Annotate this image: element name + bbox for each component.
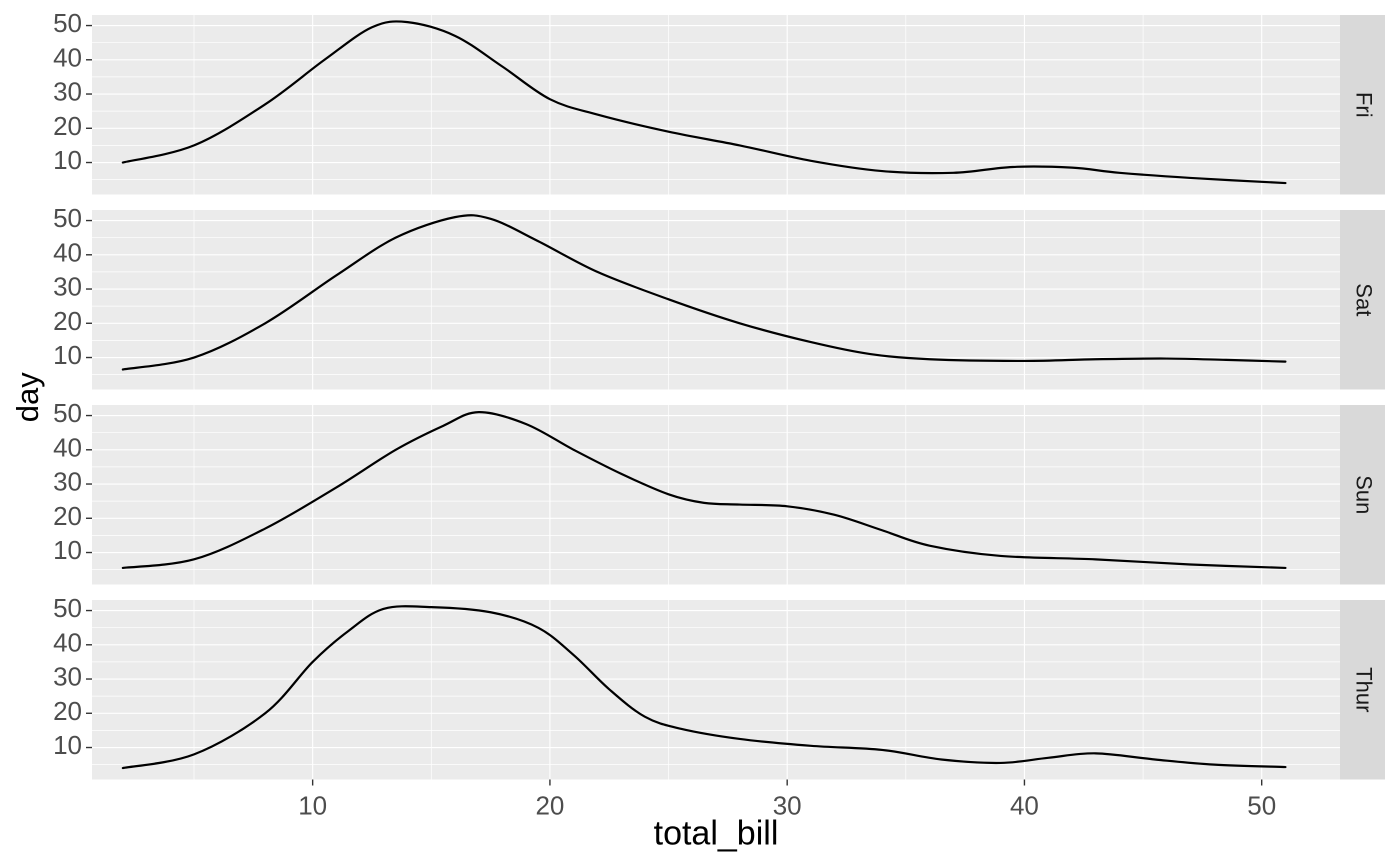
- svg-text:20: 20: [53, 111, 82, 141]
- svg-text:20: 20: [53, 306, 82, 336]
- svg-text:50: 50: [53, 8, 82, 38]
- svg-text:40: 40: [53, 237, 82, 267]
- svg-text:Thur: Thur: [1352, 667, 1377, 712]
- svg-text:Fri: Fri: [1352, 92, 1377, 118]
- svg-text:50: 50: [53, 398, 82, 428]
- svg-text:50: 50: [53, 593, 82, 623]
- svg-text:40: 40: [53, 432, 82, 462]
- svg-text:Sun: Sun: [1352, 475, 1377, 514]
- svg-text:30: 30: [53, 77, 82, 107]
- svg-text:30: 30: [53, 272, 82, 302]
- svg-text:20: 20: [53, 501, 82, 531]
- svg-text:20: 20: [535, 791, 564, 821]
- svg-text:Sat: Sat: [1352, 283, 1377, 316]
- svg-text:50: 50: [53, 203, 82, 233]
- svg-text:10: 10: [53, 730, 82, 760]
- svg-text:50: 50: [1247, 791, 1276, 821]
- svg-text:10: 10: [53, 145, 82, 175]
- svg-text:40: 40: [53, 627, 82, 657]
- svg-text:total_bill: total_bill: [654, 815, 779, 853]
- svg-text:40: 40: [1010, 791, 1039, 821]
- svg-text:10: 10: [53, 340, 82, 370]
- svg-text:10: 10: [53, 535, 82, 565]
- svg-text:20: 20: [53, 696, 82, 726]
- svg-text:30: 30: [53, 467, 82, 497]
- svg-text:30: 30: [53, 662, 82, 692]
- svg-text:40: 40: [53, 42, 82, 72]
- svg-text:10: 10: [298, 791, 327, 821]
- svg-text:day: day: [10, 372, 45, 422]
